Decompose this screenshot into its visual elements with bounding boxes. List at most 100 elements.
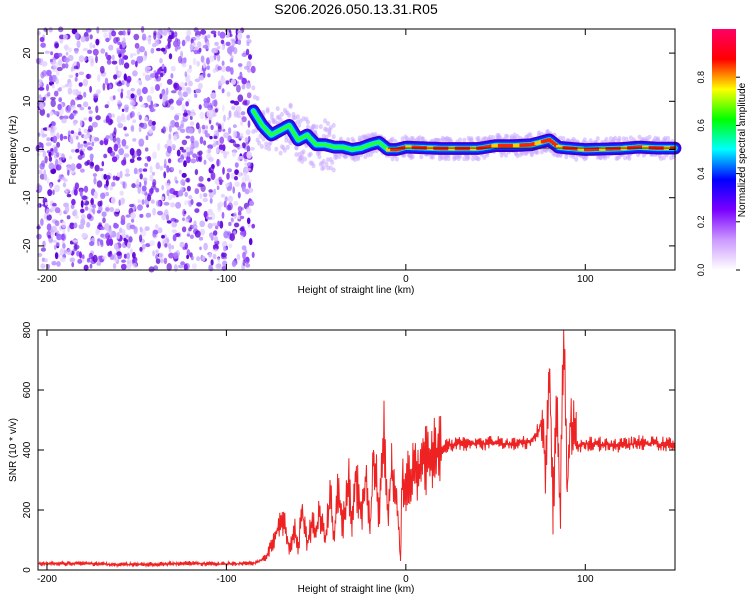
noise-speck — [217, 65, 222, 71]
noise-speck — [198, 236, 204, 241]
noise-speck — [237, 191, 241, 199]
noise-speck — [44, 201, 48, 206]
noise-speck — [245, 206, 252, 214]
noise-speck — [229, 58, 234, 63]
noise-speck — [208, 189, 213, 193]
ridge-halo — [318, 124, 323, 130]
noise-speck — [139, 46, 145, 53]
noise-speck — [58, 97, 63, 103]
ridge-core — [500, 143, 504, 148]
noise-speck — [148, 38, 152, 45]
noise-speck — [133, 151, 138, 158]
ridge-halo — [420, 136, 425, 142]
noise-speck — [163, 257, 168, 265]
noise-speck — [201, 255, 206, 262]
noise-speck — [83, 185, 89, 193]
noise-speck — [215, 225, 219, 230]
noise-speck — [177, 264, 184, 269]
ridge-core — [575, 147, 580, 151]
noise-speck — [61, 235, 65, 240]
noise-speck — [78, 55, 85, 63]
noise-speck — [197, 151, 200, 156]
noise-speck — [237, 76, 244, 80]
noise-speck — [194, 230, 201, 238]
ridge-halo — [259, 144, 264, 149]
noise-speck — [231, 39, 236, 47]
noise-speck — [132, 138, 137, 142]
noise-speck — [174, 45, 178, 52]
noise-speck — [155, 200, 161, 207]
ridge-halo — [294, 145, 299, 151]
noise-speck — [189, 121, 195, 126]
noise-speck — [120, 48, 126, 54]
noise-speck — [102, 82, 106, 91]
noise-speck — [145, 135, 149, 141]
colorbar: 0.0 0.2 0.4 0.6 0.8 Normalized spectral ampl… — [696, 29, 748, 276]
noise-speck — [194, 169, 199, 176]
noise-speck — [103, 153, 108, 159]
noise-speck — [50, 231, 55, 238]
noise-speck — [223, 132, 230, 139]
noise-speck — [126, 82, 130, 88]
noise-speck — [69, 222, 75, 227]
noise-speck — [71, 198, 76, 206]
ridge-halo — [595, 136, 600, 142]
noise-speck — [92, 254, 98, 263]
noise-speck — [179, 241, 185, 248]
noise-speck — [159, 57, 163, 64]
snr-x-ticks: -200 -100 0 100 — [37, 330, 594, 585]
noise-speck — [246, 34, 251, 39]
noise-speck — [96, 210, 101, 214]
noise-speck — [127, 31, 131, 36]
noise-speck — [96, 89, 101, 95]
noise-speck — [212, 248, 219, 252]
noise-speck — [87, 55, 94, 62]
noise-speck — [132, 262, 138, 268]
noise-speck — [166, 220, 172, 224]
noise-speck — [89, 161, 94, 169]
noise-speck — [231, 151, 237, 158]
ridge-halo — [301, 149, 306, 155]
noise-speck — [242, 258, 246, 267]
ridge-halo — [393, 139, 398, 144]
noise-speck — [213, 236, 219, 242]
noise-speck — [226, 185, 232, 192]
noise-speck — [238, 171, 242, 178]
noise-speck — [100, 233, 105, 238]
noise-speck — [180, 128, 186, 133]
noise-speck — [45, 208, 50, 216]
noise-speck — [113, 223, 119, 229]
noise-speck — [113, 243, 119, 250]
noise-speck — [186, 254, 190, 260]
noise-speck — [72, 210, 76, 217]
noise-speck — [88, 110, 93, 114]
noise-speck — [102, 255, 107, 260]
ridge-core — [497, 143, 502, 148]
noise-speck — [42, 133, 48, 137]
noise-speck — [181, 149, 186, 153]
noise-speck — [138, 114, 142, 121]
noise-speck — [67, 169, 70, 176]
y-tick-label: -10 — [22, 190, 33, 205]
noise-speck — [97, 200, 102, 207]
noise-speck — [50, 99, 56, 108]
noise-speck — [48, 156, 53, 162]
noise-speck — [246, 145, 251, 154]
ridge-core — [588, 147, 593, 152]
noise-speck — [111, 30, 117, 37]
noise-speck — [166, 139, 173, 147]
noise-speck — [247, 100, 250, 105]
noise-speck — [77, 94, 83, 100]
y-tick-label: 0 — [22, 567, 33, 573]
ridge-halo — [604, 136, 609, 142]
noise-speck — [61, 63, 66, 69]
noise-speck — [47, 235, 52, 239]
noise-speck — [221, 211, 225, 219]
noise-speck — [48, 27, 53, 33]
noise-speck — [174, 219, 179, 223]
ridge-core — [444, 146, 448, 151]
ridge-halo — [476, 156, 481, 162]
noise-speck — [49, 58, 54, 63]
noise-speck — [87, 146, 93, 151]
